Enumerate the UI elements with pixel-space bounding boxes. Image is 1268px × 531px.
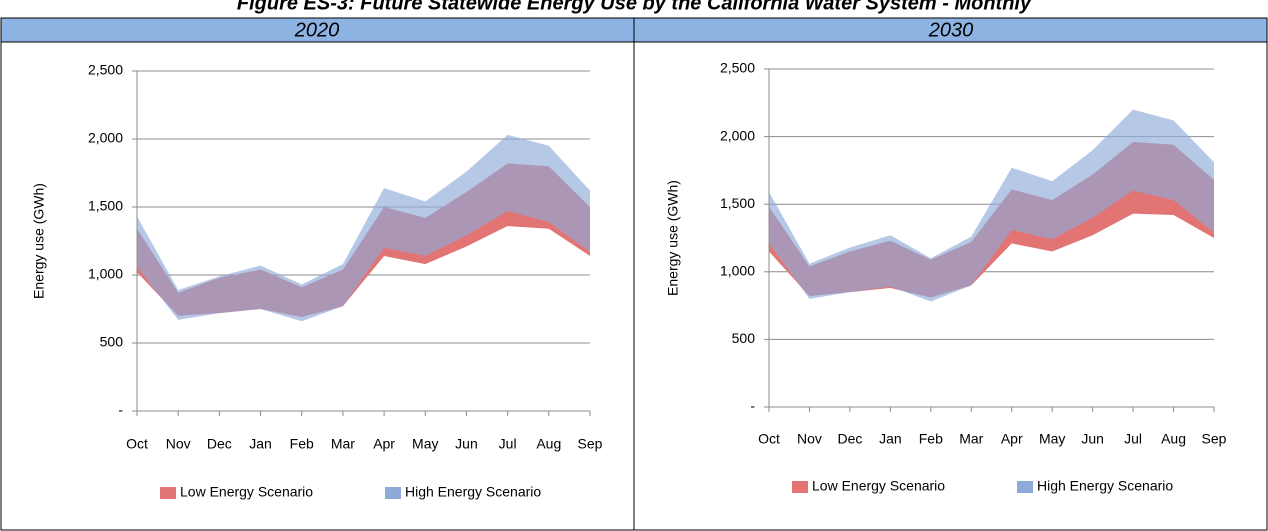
x-tick-label: Sep: [1202, 431, 1227, 447]
y-tick-label: -: [750, 398, 755, 414]
band-area: [769, 109, 1214, 302]
x-tick-label: Oct: [126, 436, 148, 452]
x-tick-label: Dec: [837, 431, 862, 447]
x-tick-label: May: [412, 436, 438, 452]
legend-label: Low Energy Scenario: [812, 478, 945, 494]
x-tick-label: Aug: [1161, 431, 1186, 447]
y-tick-label: 1,500: [88, 198, 123, 214]
x-tick-label: Jan: [249, 436, 272, 452]
y-tick-label: 2,000: [720, 127, 755, 143]
x-tick-label: Jul: [1124, 431, 1142, 447]
band-area: [137, 134, 590, 322]
x-tick-label: Jul: [499, 436, 517, 452]
y-tick-label: 2,500: [88, 62, 123, 78]
y-tick-label: 500: [732, 330, 756, 346]
x-tick-label: Mar: [331, 436, 355, 452]
x-tick-label: Jan: [879, 431, 902, 447]
x-tick-label: Jun: [455, 436, 478, 452]
x-tick-label: Apr: [1001, 431, 1023, 447]
legend-swatch: [792, 481, 808, 493]
x-tick-label: Nov: [166, 436, 191, 452]
x-tick-label: Apr: [373, 436, 395, 452]
y-axis-label: Energy use (GWh): [31, 183, 47, 299]
panel-title: 2030: [928, 19, 974, 41]
legend-label: Low Energy Scenario: [180, 484, 313, 500]
x-tick-label: Feb: [290, 436, 314, 452]
y-tick-label: 500: [100, 334, 124, 350]
y-tick-label: -: [118, 402, 123, 418]
x-tick-label: May: [1039, 431, 1065, 447]
y-tick-label: 2,000: [88, 130, 123, 146]
x-tick-label: Dec: [207, 436, 232, 452]
legend-swatch: [385, 487, 401, 499]
legend-swatch: [160, 487, 176, 499]
x-tick-label: Feb: [919, 431, 943, 447]
y-tick-label: 2,500: [720, 60, 755, 76]
x-tick-label: Nov: [797, 431, 822, 447]
y-tick-label: 1,000: [88, 266, 123, 282]
y-axis-label: Energy use (GWh): [665, 180, 681, 296]
legend-label: High Energy Scenario: [1037, 478, 1173, 494]
x-tick-label: Jun: [1081, 431, 1104, 447]
x-tick-label: Mar: [959, 431, 983, 447]
x-tick-label: Sep: [578, 436, 603, 452]
x-tick-label: Aug: [536, 436, 561, 452]
legend-label: High Energy Scenario: [405, 484, 541, 500]
y-tick-label: 1,500: [720, 195, 755, 211]
figure-title: Figure ES-3: Future Statewide Energy Use…: [237, 0, 1032, 14]
legend-swatch: [1017, 481, 1033, 493]
panel-title: 2020: [294, 19, 340, 41]
y-tick-label: 1,000: [720, 263, 755, 279]
x-tick-label: Oct: [758, 431, 780, 447]
